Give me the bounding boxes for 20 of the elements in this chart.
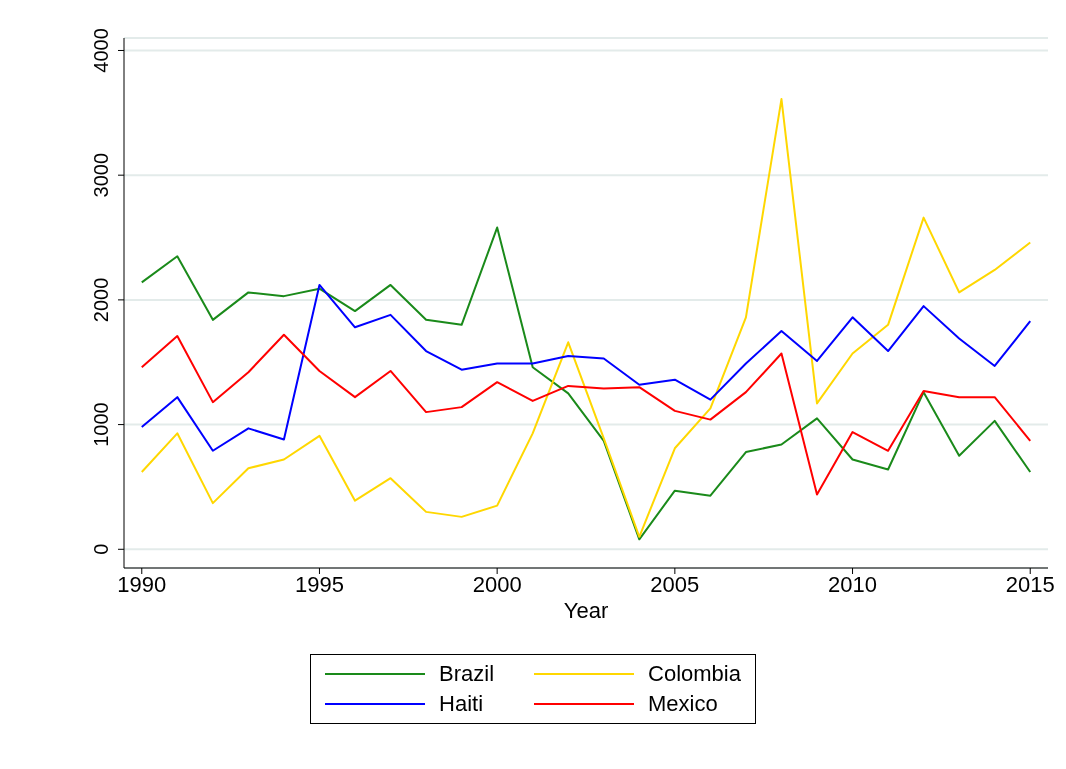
- x-axis-title: Year: [563, 597, 609, 623]
- x-tick-label: 1990: [117, 571, 167, 597]
- line-series: [140, 333, 1032, 496]
- line-series: [140, 98, 1032, 538]
- y-tick-label: 0: [90, 543, 112, 555]
- legend-label: Haiti: [439, 691, 484, 717]
- x-tick-label: 2000: [472, 571, 522, 597]
- line-series: [140, 283, 1032, 452]
- y-tick-label: 4000: [90, 28, 112, 73]
- legend-label: Colombia: [648, 661, 741, 687]
- y-tick-label: 2000: [90, 277, 112, 323]
- legend-label: Mexico: [648, 691, 718, 717]
- x-tick-label: 2005: [650, 571, 700, 597]
- y-tick-label: 1000: [90, 402, 112, 447]
- y-tick-label: 3000: [90, 152, 112, 198]
- legend-label: Brazil: [439, 661, 495, 687]
- x-tick-label: 1995: [294, 571, 344, 597]
- x-tick-label: 2010: [828, 571, 878, 597]
- line-series: [140, 226, 1032, 541]
- x-tick-label: 2015: [1005, 571, 1055, 597]
